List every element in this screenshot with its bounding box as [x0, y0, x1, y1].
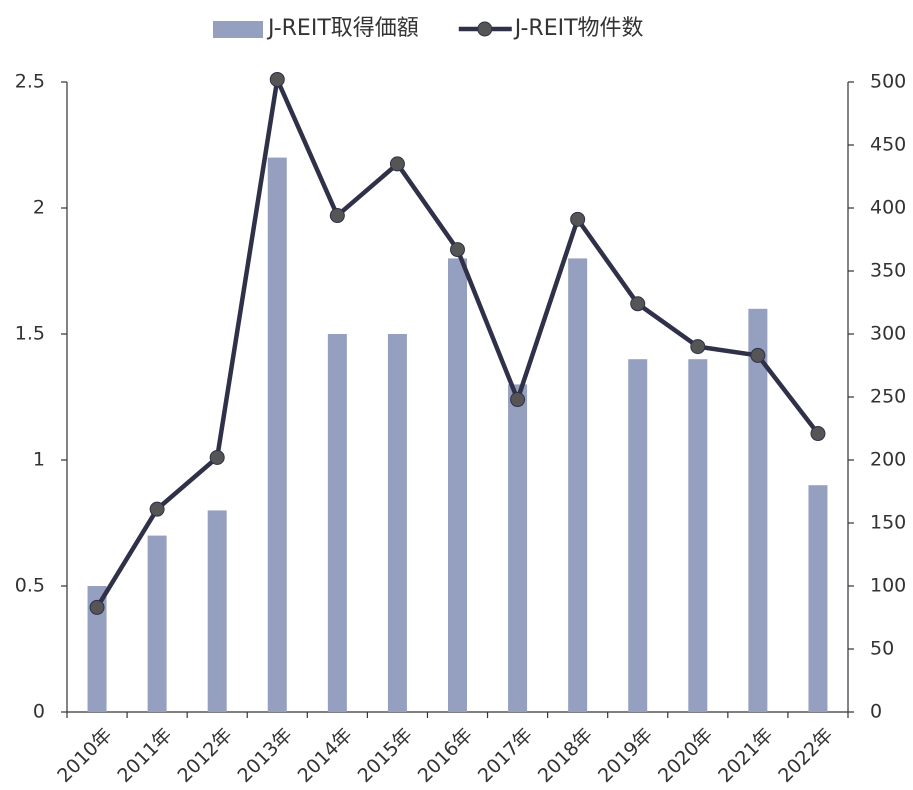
x-tick-label: 2013年 — [234, 724, 297, 787]
bar — [267, 157, 287, 713]
marker — [269, 71, 285, 87]
marker — [450, 242, 465, 258]
y2-tick-label: 100 — [870, 575, 906, 597]
legend-label: J-REIT物件数 — [513, 16, 644, 41]
y2-tick-label: 50 — [870, 638, 894, 660]
marker — [89, 599, 105, 615]
y2-tick-label: 300 — [870, 323, 906, 345]
marker — [750, 347, 766, 363]
x-tick-label: 2012年 — [173, 724, 236, 787]
marker — [149, 501, 165, 517]
x-tick-label: 2019年 — [594, 724, 657, 787]
y-tick-label: 2.5 — [15, 71, 45, 93]
marker — [209, 449, 225, 465]
y2-tick-label: 350 — [870, 260, 906, 282]
bar — [808, 485, 828, 712]
marker — [690, 339, 706, 355]
y2-tick-label: 500 — [870, 71, 906, 93]
x-tick-label: 2014年 — [294, 724, 357, 787]
x-tick-label: 2021年 — [714, 724, 777, 787]
y2-tick-label: 150 — [870, 512, 906, 534]
y-tick-label: 2 — [33, 197, 45, 219]
y2-tick-label: 400 — [870, 197, 906, 219]
bar — [628, 359, 648, 712]
bar — [448, 258, 467, 712]
bar — [147, 535, 167, 712]
x-tick-label: 2010年 — [53, 724, 116, 787]
legend-marker — [477, 21, 493, 37]
x-tick-label: 2015年 — [354, 724, 417, 787]
y-tick-label: 0 — [33, 701, 45, 723]
bar — [568, 258, 588, 712]
bar — [688, 359, 708, 712]
legend-label: J-REIT取得価額 — [266, 16, 419, 41]
x-tick-label: 2020年 — [654, 724, 717, 787]
y-tick-label: 0.5 — [15, 575, 45, 597]
marker — [389, 156, 405, 172]
marker — [510, 392, 526, 408]
x-tick-label: 2011年 — [113, 724, 176, 787]
marker — [810, 426, 826, 442]
y2-tick-label: 0 — [870, 701, 882, 723]
y2-tick-label: 250 — [870, 386, 906, 408]
legend-swatch — [213, 21, 263, 38]
marker — [630, 296, 646, 312]
x-tick-label: 2022年 — [774, 724, 837, 787]
marker — [570, 211, 586, 227]
y2-tick-label: 450 — [870, 134, 906, 156]
bar — [327, 334, 347, 712]
x-tick-label: 2018年 — [534, 724, 597, 787]
bar — [748, 308, 768, 712]
bar — [508, 384, 528, 712]
y-tick-label: 1 — [33, 449, 45, 471]
x-tick-label: 2017年 — [474, 724, 537, 787]
bar — [387, 334, 407, 712]
y-tick-label: 1.5 — [15, 323, 45, 345]
y2-tick-label: 200 — [870, 449, 906, 471]
marker — [329, 208, 345, 224]
bar — [87, 586, 107, 712]
x-tick-label: 2016年 — [414, 724, 477, 787]
bar — [207, 510, 227, 712]
